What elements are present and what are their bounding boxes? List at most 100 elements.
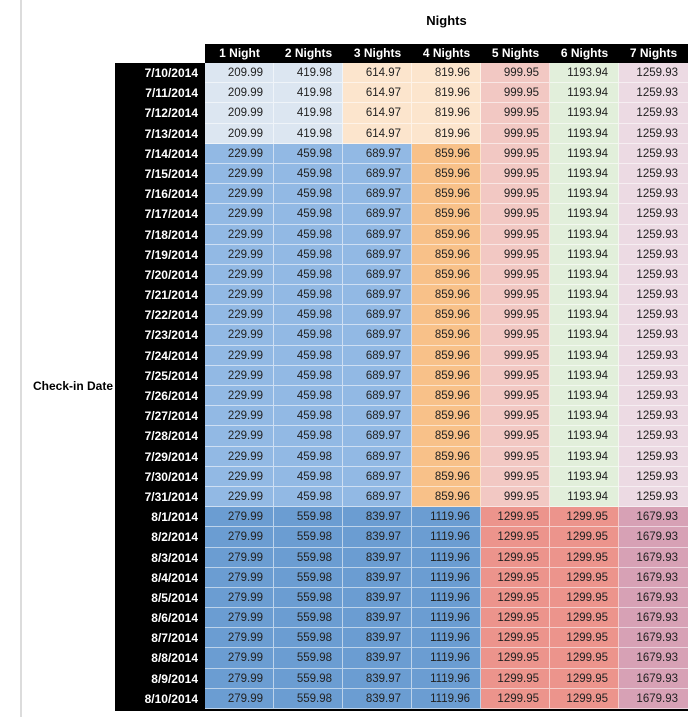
price-cell: 1193.94 bbox=[550, 466, 619, 487]
column-header: 2 Nights bbox=[284, 46, 333, 60]
price-cell: 689.97 bbox=[343, 184, 412, 205]
price-cell: 559.98 bbox=[274, 608, 343, 629]
price-cell: 614.97 bbox=[343, 83, 412, 104]
price-cell: 689.97 bbox=[343, 143, 412, 164]
price-cell: 1119.96 bbox=[412, 527, 481, 548]
date-cell: 7/27/2014 bbox=[115, 406, 205, 427]
price-cell: 1193.94 bbox=[550, 365, 619, 386]
price-cell: 459.98 bbox=[274, 426, 343, 447]
price-cell: 1193.94 bbox=[550, 224, 619, 245]
price-cell: 1299.95 bbox=[550, 547, 619, 568]
price-cell: 999.95 bbox=[481, 83, 550, 104]
price-cell: 1193.94 bbox=[550, 184, 619, 205]
price-cell: 1299.95 bbox=[481, 547, 550, 568]
price-cell: 559.98 bbox=[274, 587, 343, 609]
price-cell: 229.99 bbox=[205, 184, 274, 205]
price-cell: 839.97 bbox=[343, 507, 412, 528]
price-cell: 819.96 bbox=[412, 103, 481, 124]
price-cell: 229.99 bbox=[205, 386, 274, 407]
date-cell: 7/23/2014 bbox=[115, 325, 205, 346]
price-cell: 689.97 bbox=[343, 204, 412, 225]
date-cell: 7/12/2014 bbox=[115, 103, 205, 124]
date-cell: 8/7/2014 bbox=[115, 628, 205, 649]
price-cell: 689.97 bbox=[343, 386, 412, 407]
price-cell: 859.96 bbox=[412, 486, 481, 508]
date-cell: 8/1/2014 bbox=[115, 507, 205, 528]
date-cell: 7/11/2014 bbox=[115, 83, 205, 104]
price-cell: 839.97 bbox=[343, 608, 412, 629]
price-cell: 1259.93 bbox=[619, 103, 688, 124]
price-cell: 999.95 bbox=[481, 426, 550, 447]
pane-divider-line bbox=[20, 0, 22, 717]
price-cell: 1299.95 bbox=[550, 648, 619, 669]
price-cell: 999.95 bbox=[481, 406, 550, 427]
price-cell: 1259.93 bbox=[619, 63, 688, 84]
price-cell: 1259.93 bbox=[619, 325, 688, 346]
price-cell: 1193.94 bbox=[550, 426, 619, 447]
date-cell: 7/21/2014 bbox=[115, 285, 205, 306]
price-cell: 1259.93 bbox=[619, 143, 688, 164]
price-cell: 559.98 bbox=[274, 688, 343, 709]
price-cell: 1119.96 bbox=[412, 668, 481, 689]
price-cell: 859.96 bbox=[412, 305, 481, 326]
price-cell: 999.95 bbox=[481, 163, 550, 185]
price-cell: 1119.96 bbox=[412, 567, 481, 588]
column-header: 7 Nights bbox=[629, 46, 678, 60]
date-cell: 8/9/2014 bbox=[115, 668, 205, 689]
row-axis-label: Check-in Date bbox=[32, 379, 113, 393]
price-cell: 419.98 bbox=[274, 123, 343, 144]
price-cell: 859.96 bbox=[412, 365, 481, 386]
price-cell: 459.98 bbox=[274, 285, 343, 306]
price-cell: 1193.94 bbox=[550, 305, 619, 326]
price-cell: 1119.96 bbox=[412, 507, 481, 528]
column-header: 6 Nights bbox=[560, 46, 609, 60]
price-cell: 999.95 bbox=[481, 285, 550, 306]
price-cell: 1193.94 bbox=[550, 446, 619, 467]
price-cell: 1259.93 bbox=[619, 264, 688, 286]
date-cell: 7/26/2014 bbox=[115, 386, 205, 407]
price-cell: 279.99 bbox=[205, 567, 274, 588]
price-cell: 459.98 bbox=[274, 244, 343, 265]
price-cell: 459.98 bbox=[274, 224, 343, 245]
price-cell: 689.97 bbox=[343, 224, 412, 245]
price-cell: 459.98 bbox=[274, 446, 343, 467]
price-cell: 999.95 bbox=[481, 204, 550, 225]
price-cell: 1299.95 bbox=[550, 688, 619, 709]
price-cell: 209.99 bbox=[205, 123, 274, 144]
price-cell: 1259.93 bbox=[619, 486, 688, 508]
price-cell: 279.99 bbox=[205, 527, 274, 548]
price-cell: 614.97 bbox=[343, 123, 412, 144]
price-cell: 999.95 bbox=[481, 244, 550, 265]
price-cell: 1119.96 bbox=[412, 628, 481, 649]
price-cell: 229.99 bbox=[205, 143, 274, 164]
price-cell: 1119.96 bbox=[412, 608, 481, 629]
price-cell: 839.97 bbox=[343, 648, 412, 669]
price-cell: 859.96 bbox=[412, 264, 481, 286]
date-cell: 7/19/2014 bbox=[115, 244, 205, 265]
price-cell: 839.97 bbox=[343, 628, 412, 649]
price-cell: 859.96 bbox=[412, 466, 481, 487]
price-cell: 999.95 bbox=[481, 143, 550, 164]
price-cell: 999.95 bbox=[481, 224, 550, 245]
price-cell: 209.99 bbox=[205, 103, 274, 124]
price-cell: 1193.94 bbox=[550, 285, 619, 306]
price-cell: 1193.94 bbox=[550, 63, 619, 84]
price-cell: 999.95 bbox=[481, 345, 550, 366]
price-cell: 689.97 bbox=[343, 264, 412, 286]
price-cell: 689.97 bbox=[343, 244, 412, 265]
price-cell: 459.98 bbox=[274, 325, 343, 346]
price-cell: 1193.94 bbox=[550, 386, 619, 407]
price-cell: 1299.95 bbox=[481, 688, 550, 709]
date-cell: 7/28/2014 bbox=[115, 426, 205, 447]
price-cell: 689.97 bbox=[343, 406, 412, 427]
price-cell: 1259.93 bbox=[619, 163, 688, 185]
price-cell: 1193.94 bbox=[550, 345, 619, 366]
date-cell: 7/22/2014 bbox=[115, 305, 205, 326]
price-cell: 229.99 bbox=[205, 406, 274, 427]
price-cell: 419.98 bbox=[274, 103, 343, 124]
price-cell: 459.98 bbox=[274, 365, 343, 386]
price-cell: 279.99 bbox=[205, 608, 274, 629]
price-cell: 999.95 bbox=[481, 486, 550, 508]
price-cell: 459.98 bbox=[274, 305, 343, 326]
price-cell: 689.97 bbox=[343, 365, 412, 386]
